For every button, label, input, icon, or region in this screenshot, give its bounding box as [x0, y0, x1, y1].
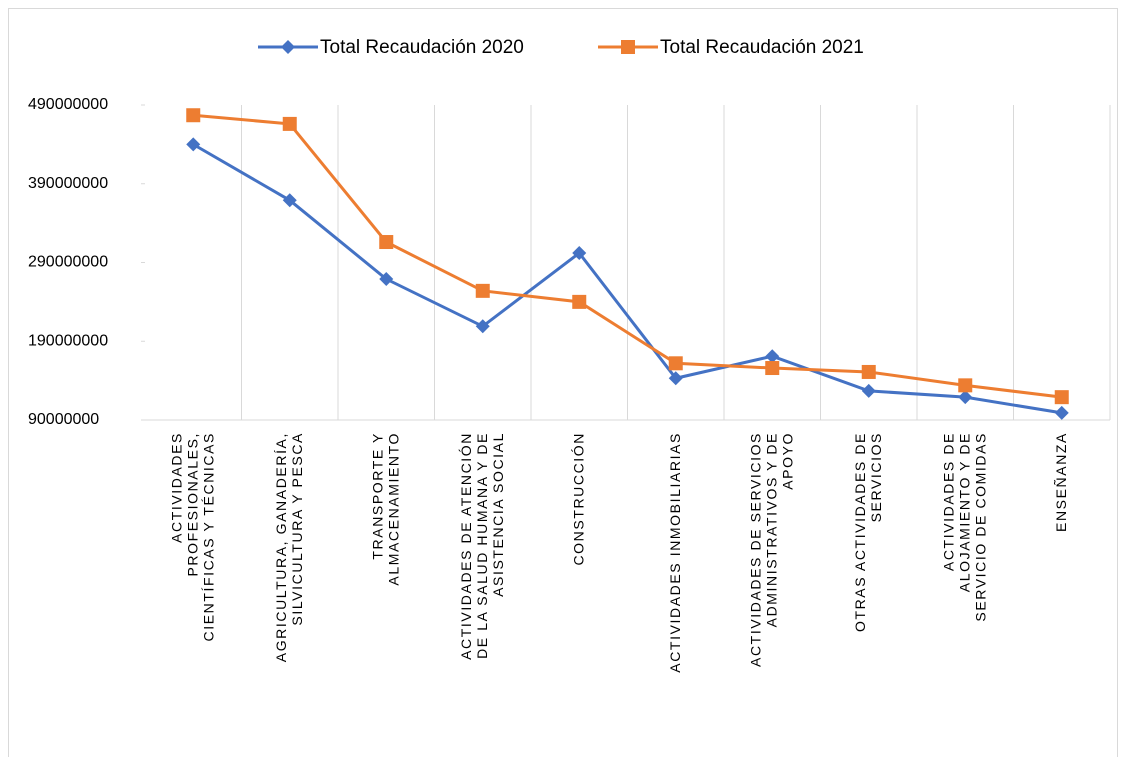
point-marker	[475, 319, 490, 334]
y-tick-label: 390000000	[28, 175, 108, 192]
point-marker	[1054, 390, 1069, 405]
x-tick-label: ACTIVIDADESPROFESIONALES,CIENTÍFICAS Y T…	[168, 432, 216, 641]
point-marker	[379, 272, 394, 287]
point-marker	[765, 349, 780, 364]
point-marker	[1054, 405, 1069, 420]
x-tick-label: ACTIVIDADES INMOBILIARIAS	[666, 432, 682, 673]
legend-marker	[621, 40, 635, 54]
series-line	[192, 143, 1062, 415]
point-marker	[282, 193, 297, 208]
point-marker	[282, 116, 297, 131]
point-marker	[186, 108, 201, 123]
point-marker	[958, 378, 973, 393]
point-marker	[861, 383, 876, 398]
x-tick-label: TRANSPORTE YALMACENAMIENTO	[369, 432, 401, 586]
x-tick-label: ACTIVIDADES DE SERVICIOSADMINISTRATIVOS …	[747, 432, 795, 667]
y-tick-label: 490000000	[28, 96, 108, 113]
y-tick-label: 190000000	[28, 332, 108, 349]
point-marker	[958, 390, 973, 405]
y-tick-label: 290000000	[28, 254, 108, 271]
x-tick-label: ACTIVIDADES DEALOJAMIENTO Y DESERVICIO D…	[940, 432, 988, 622]
x-tick-label: ENSEÑANZA	[1052, 432, 1068, 532]
point-marker	[861, 364, 876, 379]
legend-label: Total Recaudación 2021	[660, 37, 864, 58]
point-marker	[379, 235, 394, 250]
series-line	[193, 113, 1062, 399]
x-tick-label: OTRAS ACTIVIDADES DESERVICIOS	[851, 432, 883, 632]
legend-marker	[281, 40, 295, 54]
legend-label: Total Recaudación 2020	[320, 37, 524, 58]
point-marker	[186, 137, 201, 152]
point-marker	[475, 283, 490, 298]
point-marker	[765, 361, 780, 376]
x-tick-label: ACTIVIDADES DE ATENCIÓNDE LA SALUD HUMAN…	[457, 432, 505, 660]
chart-frame	[8, 8, 1118, 757]
point-marker	[572, 294, 587, 309]
point-marker	[668, 356, 683, 371]
y-tick-label: 90000000	[28, 411, 99, 428]
x-tick-label: CONSTRUCCIÓN	[570, 432, 586, 566]
point-marker	[572, 246, 587, 261]
x-tick-label: AGRICULTURA, GANADERÍA,SILVICULTURA Y PE…	[272, 432, 304, 662]
point-marker	[668, 371, 683, 386]
